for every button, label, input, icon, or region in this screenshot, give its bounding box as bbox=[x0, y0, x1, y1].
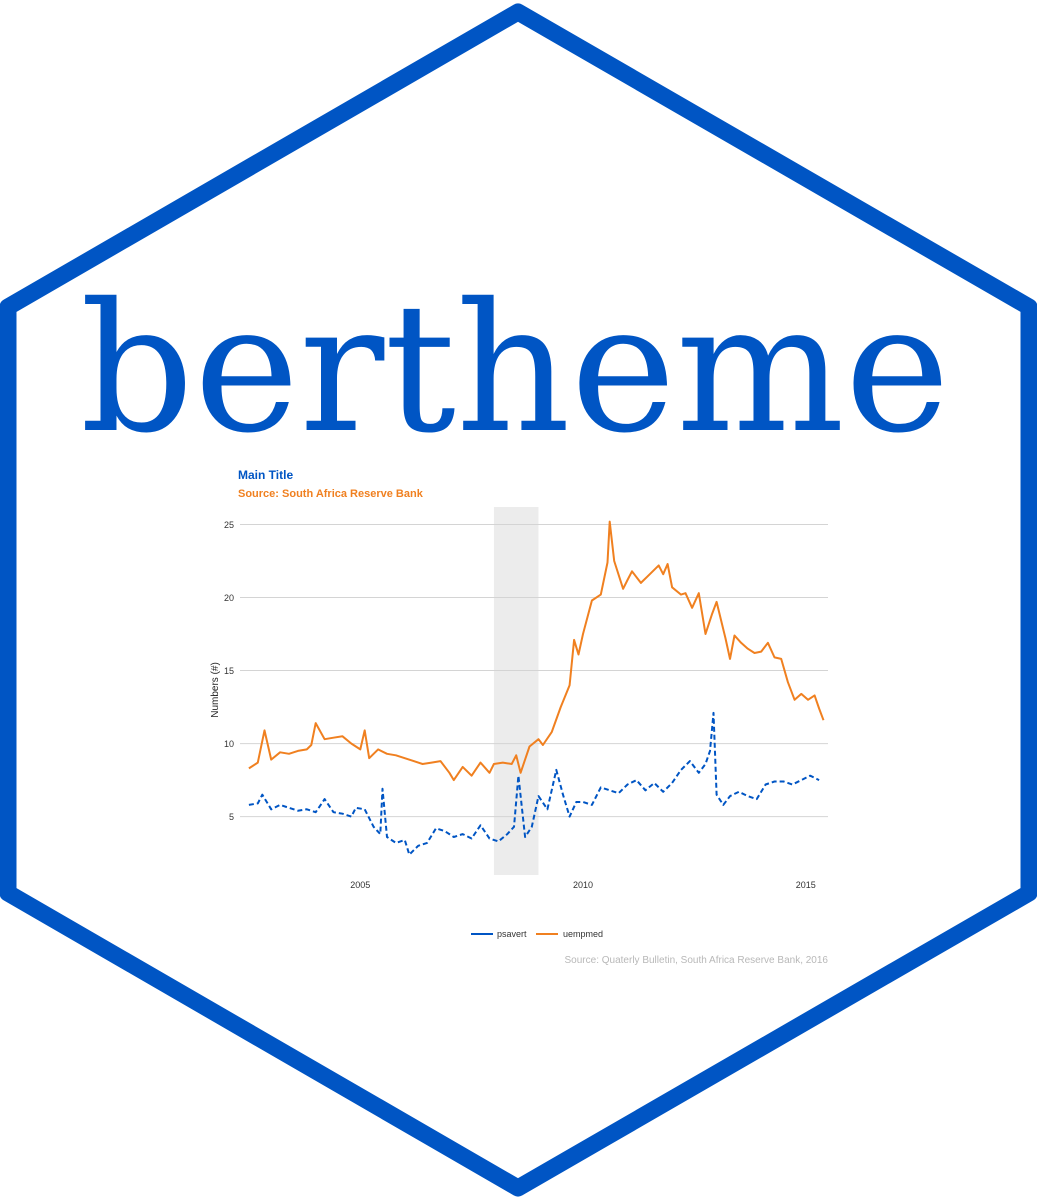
series-line-uempmed bbox=[248, 520, 825, 782]
y-tick-labels: 5 10 15 20 25 bbox=[224, 520, 234, 822]
series-lines bbox=[248, 520, 825, 856]
x-tick-label: 2005 bbox=[350, 880, 370, 890]
y-tick-label: 15 bbox=[224, 666, 234, 676]
x-tick-labels: 2005 2010 2015 bbox=[350, 880, 815, 890]
line-chart: Main Title Source: South Africa Reserve … bbox=[210, 468, 828, 966]
y-tick-label: 10 bbox=[224, 739, 234, 749]
chart-title: Main Title bbox=[238, 468, 293, 482]
sticker-name: bertheme bbox=[80, 265, 950, 472]
chart-subtitle: Source: South Africa Reserve Bank bbox=[238, 488, 424, 500]
chart-caption: Source: Quaterly Bulletin, South Africa … bbox=[565, 955, 829, 966]
shaded-region bbox=[493, 507, 539, 875]
legend: psavert uempmed bbox=[471, 929, 603, 939]
x-tick-label: 2010 bbox=[573, 880, 593, 890]
legend-label-psavert: psavert bbox=[497, 929, 527, 939]
y-tick-label: 5 bbox=[229, 812, 234, 822]
grid-lines bbox=[240, 524, 828, 818]
legend-label-uempmed: uempmed bbox=[563, 929, 603, 939]
y-tick-label: 25 bbox=[224, 520, 234, 530]
y-tick-label: 20 bbox=[224, 593, 234, 603]
series-line-psavert bbox=[248, 711, 820, 856]
y-axis-label: Numbers (#) bbox=[210, 662, 221, 718]
x-tick-label: 2015 bbox=[796, 880, 816, 890]
